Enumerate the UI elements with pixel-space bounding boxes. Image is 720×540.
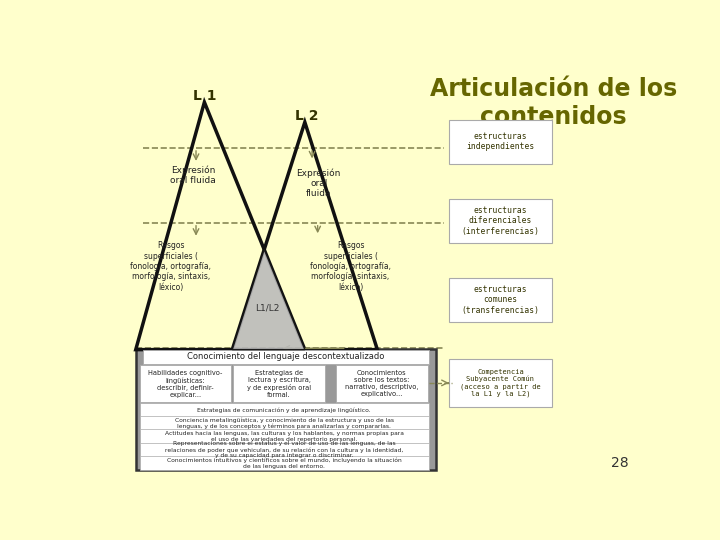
FancyBboxPatch shape [336, 366, 428, 402]
Text: Conocimientos
sobre los textos:
narrativo, descriptivo,
explicativo...: Conocimientos sobre los textos: narrativ… [345, 370, 418, 397]
FancyBboxPatch shape [140, 416, 428, 430]
Polygon shape [233, 249, 305, 349]
Text: 28: 28 [611, 456, 629, 470]
Text: Conocimiento del lenguaje descontextualizado: Conocimiento del lenguaje descontextuali… [187, 352, 384, 361]
FancyBboxPatch shape [143, 349, 428, 364]
Text: Actitudes hacia las lenguas, las culturas y los hablantes, y normas propias para: Actitudes hacia las lenguas, las cultura… [165, 431, 404, 442]
Text: Estrategias de
lectura y escritura,
y de expresión oral
formal.: Estrategias de lectura y escritura, y de… [247, 369, 311, 398]
Text: L 2: L 2 [294, 109, 318, 123]
Text: Estrategias de comunicación y de aprendizaje lingüístico.: Estrategias de comunicación y de aprendi… [197, 407, 371, 413]
Text: Expresión
oral fluida: Expresión oral fluida [171, 165, 216, 185]
FancyBboxPatch shape [449, 278, 552, 321]
Text: estructuras
comunes
(transferencias): estructuras comunes (transferencias) [462, 285, 539, 315]
FancyBboxPatch shape [449, 199, 552, 242]
FancyBboxPatch shape [140, 403, 428, 417]
Text: Rasgos
superficiales (
fonología, ortografía,
morfología, sintaxis,
léxico): Rasgos superficiales ( fonología, ortogr… [130, 241, 212, 292]
Text: Conciencia metalingüística, y conocimiento de la estructura y uso de las
lenguas: Conciencia metalingüística, y conocimien… [175, 417, 394, 429]
Text: L 1: L 1 [193, 89, 216, 103]
Text: L1/L2: L1/L2 [256, 303, 279, 313]
FancyBboxPatch shape [140, 366, 231, 402]
Text: Competencia
Subyacente Común
(acceso a partir de
la L1 y la L2): Competencia Subyacente Común (acceso a p… [460, 369, 541, 397]
FancyBboxPatch shape [449, 120, 552, 164]
FancyBboxPatch shape [140, 456, 428, 470]
FancyBboxPatch shape [233, 366, 325, 402]
Text: Rasgos
superficiales (
fonología, ortografía,
morfología, sintaxis,
léxico): Rasgos superficiales ( fonología, ortogr… [310, 241, 391, 292]
Text: estructuras
diferenciales
(interferencias): estructuras diferenciales (interferencia… [462, 206, 539, 235]
FancyBboxPatch shape [136, 349, 436, 470]
Text: Representaciones sobre el estatus y el valor de uso de las lenguas, de las
relac: Representaciones sobre el estatus y el v… [165, 441, 403, 458]
Text: Expresión
oral
fluida: Expresión oral fluida [297, 168, 341, 199]
Text: Habilidades cognitivo-
lingüísticas:
describir, definir-
explicar...: Habilidades cognitivo- lingüísticas: des… [148, 370, 222, 397]
Text: Conocimientos intuitivos y científicos sobre el mundo, incluyendo la situación
d: Conocimientos intuitivos y científicos s… [167, 457, 402, 469]
FancyBboxPatch shape [140, 429, 428, 443]
FancyBboxPatch shape [449, 359, 552, 407]
FancyBboxPatch shape [140, 443, 428, 457]
Text: Articulación de los
contenidos: Articulación de los contenidos [430, 77, 677, 129]
Text: estructuras
independientes: estructuras independientes [467, 132, 534, 151]
